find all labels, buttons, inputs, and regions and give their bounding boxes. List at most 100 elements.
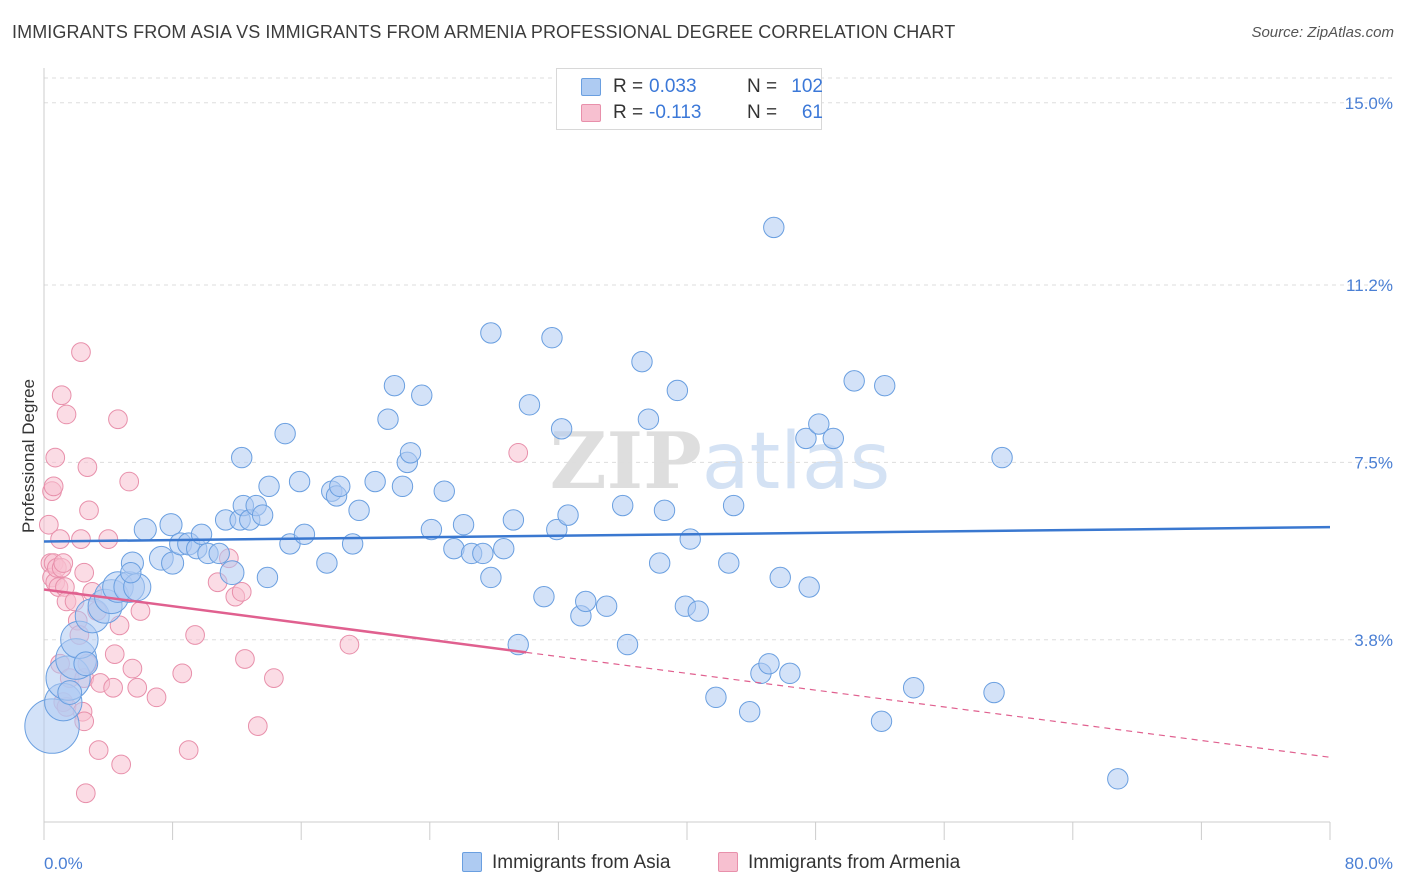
legend-r-label: R = (613, 102, 644, 123)
asia-point (452, 514, 475, 536)
asia-point (808, 413, 830, 435)
asia-point (293, 523, 316, 546)
asia-point (533, 585, 555, 608)
asia-point (493, 537, 515, 560)
y-tick-label: 15.0% (1345, 94, 1393, 113)
asia-point (251, 504, 274, 526)
asia-point (798, 576, 820, 598)
asia-point (687, 600, 709, 622)
asia-point (73, 651, 99, 677)
asia-point (541, 327, 563, 349)
asia-point (159, 513, 183, 537)
asia-point (870, 710, 893, 733)
asia-point (329, 475, 351, 498)
asia-point (190, 523, 213, 546)
asia-point (1107, 768, 1129, 790)
asia-point (679, 528, 701, 550)
asia-point (256, 566, 279, 589)
asia-point (718, 552, 740, 574)
armenia-point (88, 740, 109, 760)
axes (43, 68, 1331, 840)
asia-point (364, 470, 386, 493)
y-tick-label: 7.5% (1354, 453, 1393, 472)
tick-labels: 3.8% 7.5% 11.2% 15.0% 0.0% 80.0% (44, 94, 1393, 873)
asia-point (383, 374, 406, 397)
grid-lines (44, 77, 1392, 641)
y-tick-label: 3.8% (1354, 631, 1393, 650)
asia-point (411, 384, 433, 406)
armenia-point (45, 447, 66, 468)
asia-point (648, 552, 671, 574)
asia-point (991, 446, 1013, 469)
asia-point (258, 475, 280, 498)
asia-point (420, 518, 443, 541)
asia-point (550, 418, 573, 440)
asia-point (575, 590, 597, 613)
armenia-point (247, 716, 268, 736)
legend-r-value: -0.113 (649, 102, 702, 123)
asia-point (433, 480, 455, 502)
y-axis-label: Professional Degree (19, 379, 38, 533)
asia-point (557, 504, 579, 526)
armenia-point (108, 409, 128, 430)
armenia-trend-line-solid (43, 588, 527, 654)
asia-point (795, 427, 817, 450)
asia-point (763, 216, 785, 239)
armenia-point (43, 476, 64, 497)
legend-r-value: 0.033 (649, 76, 697, 97)
asia-point (377, 408, 399, 430)
asia-point (480, 566, 502, 589)
asia-point (595, 595, 618, 617)
armenia-point (75, 783, 96, 804)
x-tick-label-max: 80.0% (1345, 854, 1393, 873)
asia-point (274, 422, 296, 445)
armenia-point (127, 677, 148, 698)
armenia-point (264, 668, 284, 689)
asia-point (612, 494, 634, 517)
asia-trend-line (43, 525, 1331, 543)
armenia-point (172, 663, 193, 684)
asia-point (120, 561, 142, 584)
asia-point (288, 470, 311, 493)
watermark-zip: ZIP (550, 416, 702, 507)
armenia-point (56, 404, 77, 425)
legend-swatch-asia (581, 78, 601, 96)
armenia-point (185, 625, 205, 645)
legend-n-value: 102 (791, 76, 823, 97)
trend-lines (43, 525, 1331, 758)
chart-title: IMMIGRANTS FROM ASIA VS IMMIGRANTS FROM … (12, 22, 956, 42)
asia-point (348, 499, 370, 522)
legend-n-label: N = (747, 102, 778, 123)
armenia-point (235, 649, 255, 669)
asia-point (219, 560, 245, 586)
asia-point (902, 677, 925, 699)
bottom-legend-asia: Immigrants from Asia (462, 852, 670, 874)
y-tick-label: 11.2% (1346, 276, 1393, 295)
watermark: ZIPatlas (550, 416, 891, 507)
asia-point (480, 322, 502, 344)
asia-point (631, 350, 653, 373)
asia-point (738, 701, 761, 723)
legend-n-label: N = (747, 76, 778, 97)
asia-point (705, 686, 727, 709)
asia-point (874, 374, 896, 397)
bottom-legend-armenia: Immigrants from Armenia (718, 852, 960, 874)
armenia-point (122, 658, 143, 679)
armenia-point (104, 644, 125, 665)
armenia-point (130, 601, 151, 621)
armenia-point (50, 529, 70, 549)
asia-point (208, 542, 230, 565)
asia-point (391, 475, 414, 498)
asia-point (316, 552, 338, 574)
armenia-point (146, 687, 167, 708)
armenia-point (71, 342, 91, 362)
armenia-point (103, 677, 123, 698)
asia-point (443, 537, 465, 560)
x-tick-label-min: 0.0% (44, 854, 83, 873)
legend-swatch-armenia (581, 104, 601, 122)
armenia-point (98, 529, 119, 549)
asia-point (231, 446, 253, 469)
asia-point (502, 509, 525, 531)
armenia-point (111, 754, 132, 775)
asia-point (133, 517, 157, 542)
